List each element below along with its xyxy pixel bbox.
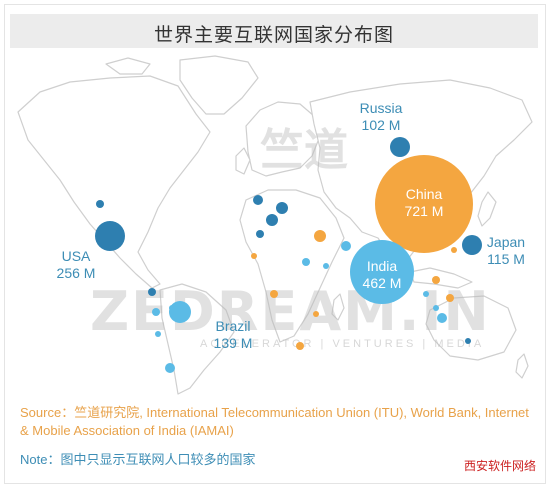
- marker-dot-poland: [276, 202, 288, 214]
- label-brazil-name: Brazil: [215, 318, 251, 334]
- label-india-value: 462 M: [362, 275, 402, 291]
- label-india-name: India: [366, 258, 398, 274]
- marker-dot-egypt: [302, 258, 310, 266]
- greenland-shape: [179, 55, 259, 115]
- marker-dot-germany: [266, 214, 278, 226]
- label-china-name: China: [405, 186, 443, 202]
- marker-dot-saudi: [323, 263, 329, 269]
- madagascar-shape: [331, 293, 345, 321]
- bubble-brazil: [169, 301, 191, 323]
- source-text: Source：竺道研究院, International Telecommunic…: [20, 405, 529, 438]
- minor-country-dots: [96, 195, 471, 373]
- marker-dot-australia: [465, 338, 471, 344]
- arctic-islands-shape: [105, 57, 151, 75]
- new-zealand-shape: [515, 353, 529, 379]
- marker-dot-thailand: [423, 291, 429, 297]
- europe-shape: [245, 101, 321, 177]
- marker-dot-nigeria: [270, 290, 278, 298]
- marker-dot-argentina: [165, 363, 175, 373]
- label-usa: USA 256 M: [50, 248, 102, 282]
- label-china-value: 721 M: [404, 203, 444, 219]
- japan-shape: [477, 191, 497, 227]
- label-usa-name: USA: [61, 248, 91, 264]
- marker-dot-peru: [155, 331, 161, 337]
- marker-dot-south-africa: [296, 342, 304, 350]
- uk-shape: [235, 147, 251, 175]
- marker-dot-uk: [253, 195, 263, 205]
- marker-dot-philippines: [446, 294, 454, 302]
- label-russia-value: 102 M: [361, 117, 401, 133]
- bubble-usa: [95, 221, 125, 251]
- page-title: 世界主要互联网国家分布图: [153, 24, 394, 46]
- label-russia: Russia 102 M: [352, 100, 410, 134]
- bubble-japan: [462, 235, 482, 255]
- major-country-bubbles: [95, 137, 482, 323]
- australia-shape: [425, 295, 517, 361]
- marker-dot-turkey: [314, 230, 326, 242]
- label-china: China 721 M: [394, 186, 454, 220]
- indonesia-shape: [409, 267, 473, 289]
- label-brazil-value: 139 M: [213, 335, 253, 351]
- world-map: 竺道 ZEDREAM.IN ACCELERATOR | VENTURES | M…: [10, 52, 540, 397]
- label-japan: Japan 115 M: [482, 234, 530, 268]
- marker-dot-vietnam: [432, 276, 440, 284]
- marker-dot-colombia: [152, 308, 160, 316]
- watermark-tagline: ACCELERATOR | VENTURES | MEDIA: [200, 338, 485, 350]
- marker-dot-canada: [96, 200, 104, 208]
- note-text: Note：图中只显示互联网人口较多的国家: [20, 452, 256, 467]
- label-usa-value: 256 M: [56, 265, 96, 281]
- marker-dot-morocco: [251, 253, 257, 259]
- marker-dot-korea: [451, 247, 457, 253]
- label-russia-name: Russia: [359, 100, 403, 116]
- marker-dot-iran: [341, 241, 351, 251]
- label-japan-value: 115 M: [487, 251, 525, 267]
- watermark-brand-top: 竺道: [260, 125, 348, 176]
- marker-dot-kenya: [313, 311, 319, 317]
- bubble-russia: [390, 137, 410, 157]
- label-brazil: Brazil 139 M: [206, 318, 260, 352]
- north-america-shape: [17, 75, 211, 289]
- site-watermark: 西安软件网络: [463, 459, 536, 473]
- label-japan-name: Japan: [486, 234, 526, 250]
- bubble-china: [375, 155, 473, 253]
- label-india: India 462 M: [354, 258, 410, 292]
- marker-dot-mexico: [148, 288, 156, 296]
- bubble-india: [350, 240, 414, 304]
- title-bar: 世界主要互联网国家分布图: [10, 14, 538, 48]
- marker-dot-malaysia: [433, 305, 439, 311]
- marker-dot-france: [256, 230, 264, 238]
- marker-dot-indonesia: [437, 313, 447, 323]
